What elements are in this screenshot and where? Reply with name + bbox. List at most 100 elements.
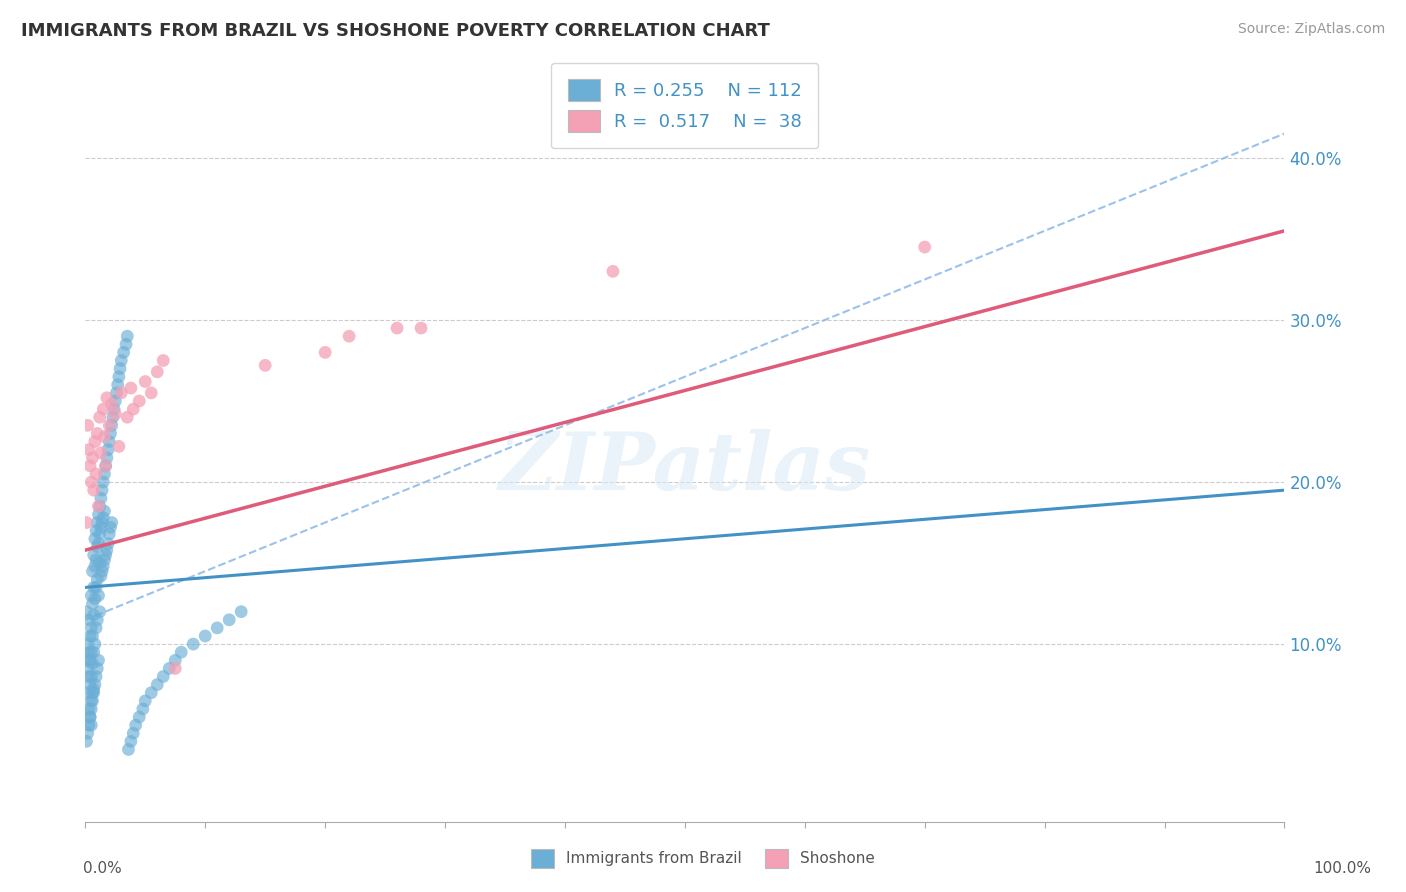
Point [108,439,131,453]
Point [165,661,187,675]
Point [87,536,110,550]
Point [98,418,121,433]
Point [82,657,104,671]
Point [79,710,101,724]
Point [82,686,104,700]
Point [101,410,124,425]
Point [314,345,336,359]
Text: ZIPatlas: ZIPatlas [499,429,870,507]
Point [79,653,101,667]
Legend: Immigrants from Brazil, Shoshone: Immigrants from Brazil, Shoshone [524,843,882,873]
Point [337,329,360,343]
Point [86,613,108,627]
Point [100,516,122,530]
Point [602,264,624,278]
Point [76,605,98,619]
Point [76,653,98,667]
Point [80,645,103,659]
Point [96,391,118,405]
Point [117,742,139,756]
Point [205,621,228,635]
Point [93,553,115,567]
Point [83,607,105,622]
Point [91,475,114,489]
Point [120,734,142,748]
Point [100,426,122,441]
Point [89,500,111,514]
Point [90,446,112,460]
Point [76,726,98,740]
Point [90,569,112,583]
Point [82,694,104,708]
Point [77,669,100,683]
Point [385,321,408,335]
Point [91,559,114,574]
Point [120,381,142,395]
Point [103,402,125,417]
Point [110,353,132,368]
Point [94,458,117,473]
Point [84,467,107,481]
Point [409,321,432,335]
Point [83,591,105,606]
Point [141,686,163,700]
Point [82,564,104,578]
Point [84,581,107,595]
Point [82,629,104,643]
Point [79,678,101,692]
Point [104,407,127,421]
Point [90,520,112,534]
Point [87,500,110,514]
Point [122,402,145,417]
Point [96,450,118,465]
Point [76,418,98,433]
Point [96,543,118,558]
Point [181,637,204,651]
Point [82,597,104,611]
Point [93,504,115,518]
Point [152,669,174,683]
Point [80,589,103,603]
Point [80,694,103,708]
Point [76,516,98,530]
Point [86,426,108,441]
Point [80,718,103,732]
Point [80,621,103,635]
Point [97,442,120,457]
Point [83,637,105,651]
Point [77,718,100,732]
Point [132,702,155,716]
Point [84,553,107,567]
Point [90,491,112,506]
Point [91,564,114,578]
Point [134,694,156,708]
Point [98,527,121,541]
Point [97,536,120,550]
Point [86,540,108,554]
Point [108,361,131,376]
Point [80,669,103,683]
Text: Source: ZipAtlas.com: Source: ZipAtlas.com [1237,22,1385,37]
Point [146,678,169,692]
Point [128,394,150,409]
Point [80,475,103,489]
Text: IMMIGRANTS FROM BRAZIL VS SHOSHONE POVERTY CORRELATION CHART: IMMIGRANTS FROM BRAZIL VS SHOSHONE POVER… [21,22,770,40]
Point [124,718,146,732]
Point [83,678,105,692]
Point [141,385,163,400]
Point [94,458,117,473]
Point [128,710,150,724]
Point [89,605,111,619]
Point [76,637,98,651]
Point [112,345,135,359]
Point [79,629,101,643]
Point [83,548,105,562]
Point [110,385,132,400]
Point [100,520,122,534]
Point [108,369,131,384]
Point [83,434,105,449]
Point [100,397,122,411]
Point [87,589,110,603]
Point [91,516,114,530]
Point [117,329,139,343]
